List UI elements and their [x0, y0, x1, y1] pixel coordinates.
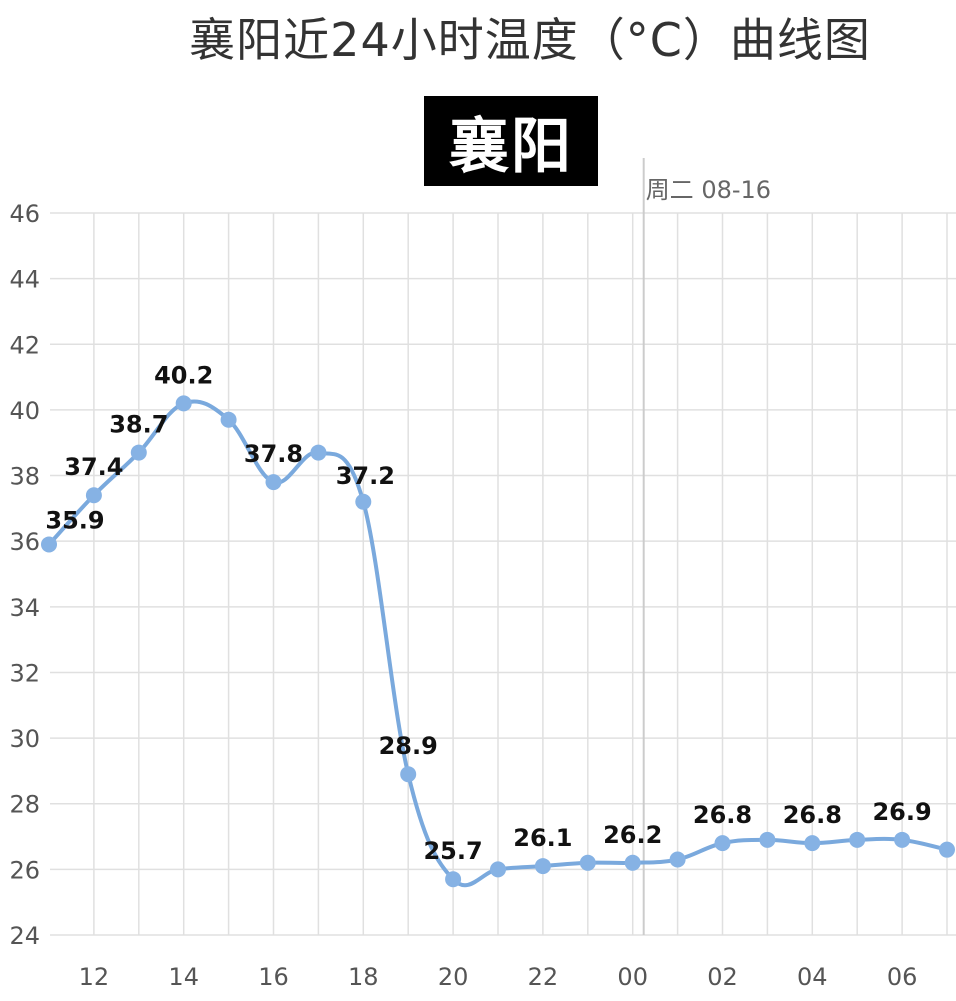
y-tick-label: 36	[9, 528, 40, 556]
x-tick-label: 06	[887, 963, 918, 991]
data-point	[804, 835, 821, 852]
y-tick-label: 32	[9, 659, 40, 687]
data-point	[714, 835, 731, 852]
y-tick-label: 26	[9, 856, 40, 884]
data-point	[220, 411, 237, 428]
data-point	[939, 841, 955, 858]
data-point	[759, 831, 776, 848]
data-point	[624, 854, 641, 871]
x-tick-label: 14	[168, 963, 199, 991]
x-tick-label: 04	[797, 963, 828, 991]
data-label: 37.8	[244, 440, 303, 468]
data-point	[579, 854, 596, 871]
data-label: 26.9	[872, 798, 931, 826]
data-point	[400, 766, 417, 783]
data-label: 28.9	[379, 732, 438, 760]
y-tick-label: 38	[9, 463, 40, 491]
x-tick-label: 16	[258, 963, 289, 991]
data-point	[41, 536, 57, 553]
data-point	[355, 493, 372, 510]
x-tick-label: 12	[79, 963, 110, 991]
city-badge: 襄阳	[424, 96, 598, 186]
data-point	[85, 487, 102, 504]
date-marker-label: 周二 08-16	[646, 176, 771, 204]
data-point	[130, 444, 147, 461]
data-point	[175, 395, 192, 412]
x-tick-label: 00	[617, 963, 648, 991]
data-point	[445, 871, 462, 888]
chart-title: 襄阳近24小时温度（°C）曲线图	[189, 13, 871, 67]
data-label: 37.4	[64, 453, 123, 481]
data-label: 35.9	[45, 506, 104, 534]
y-tick-label: 42	[9, 331, 40, 359]
data-point	[849, 831, 866, 848]
y-tick-label: 34	[9, 594, 40, 622]
data-point	[534, 858, 551, 875]
data-point	[265, 474, 282, 491]
data-label: 40.2	[154, 361, 213, 389]
x-tick-label: 02	[707, 963, 738, 991]
x-tick-label: 22	[528, 963, 559, 991]
x-tick-label: 18	[348, 963, 379, 991]
data-point	[669, 851, 686, 868]
data-label: 26.8	[783, 801, 842, 829]
data-label: 37.2	[336, 462, 395, 490]
y-tick-label: 28	[9, 791, 40, 819]
data-point	[490, 861, 506, 878]
data-label: 38.7	[109, 411, 168, 439]
y-tick-label: 24	[9, 922, 40, 950]
y-tick-label: 46	[9, 200, 40, 228]
data-label: 26.1	[513, 824, 572, 852]
y-tick-label: 30	[9, 725, 40, 753]
data-label: 25.7	[423, 837, 482, 865]
data-point	[310, 444, 327, 461]
data-label: 26.8	[693, 801, 752, 829]
x-tick-label: 20	[438, 963, 469, 991]
data-point	[894, 831, 911, 848]
data-label: 26.2	[603, 821, 662, 849]
y-tick-label: 40	[9, 397, 40, 425]
y-tick-label: 44	[9, 266, 40, 294]
